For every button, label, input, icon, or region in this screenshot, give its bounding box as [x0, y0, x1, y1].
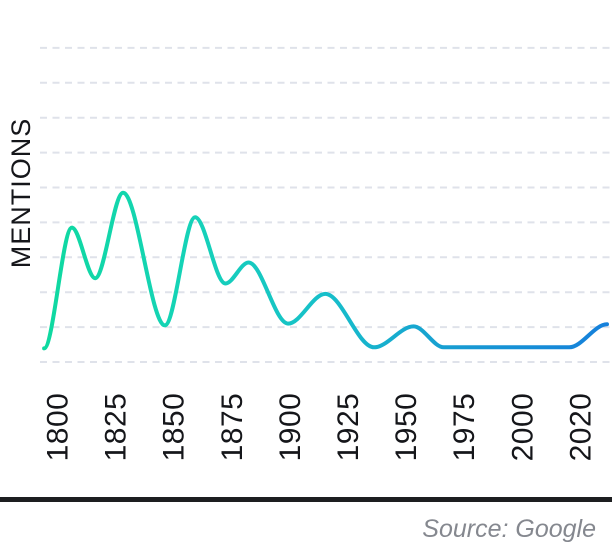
x-tick-label: 2000 — [506, 393, 539, 462]
source-caption: Source: Google — [422, 515, 596, 543]
x-tick-label: 2020 — [564, 393, 597, 462]
x-tick-label: 1900 — [274, 393, 307, 462]
x-tick-label: 1950 — [390, 393, 423, 462]
x-tick-label: 1925 — [332, 393, 365, 462]
gridlines — [40, 46, 612, 363]
x-tick-label: 1850 — [158, 393, 191, 462]
x-tick-label: 1875 — [216, 393, 249, 462]
x-tick-label: 1975 — [448, 393, 481, 462]
x-tick-label: 1825 — [100, 393, 133, 462]
x-tick-label: 1800 — [42, 393, 75, 462]
x-axis-tick-labels: 1800 1825 1850 1875 1900 1925 1950 1975 2000 2020 — [42, 393, 598, 462]
footer-divider — [0, 497, 612, 502]
mentions-line-series — [42, 190, 609, 351]
y-axis-label: MENTIONS — [6, 118, 36, 269]
